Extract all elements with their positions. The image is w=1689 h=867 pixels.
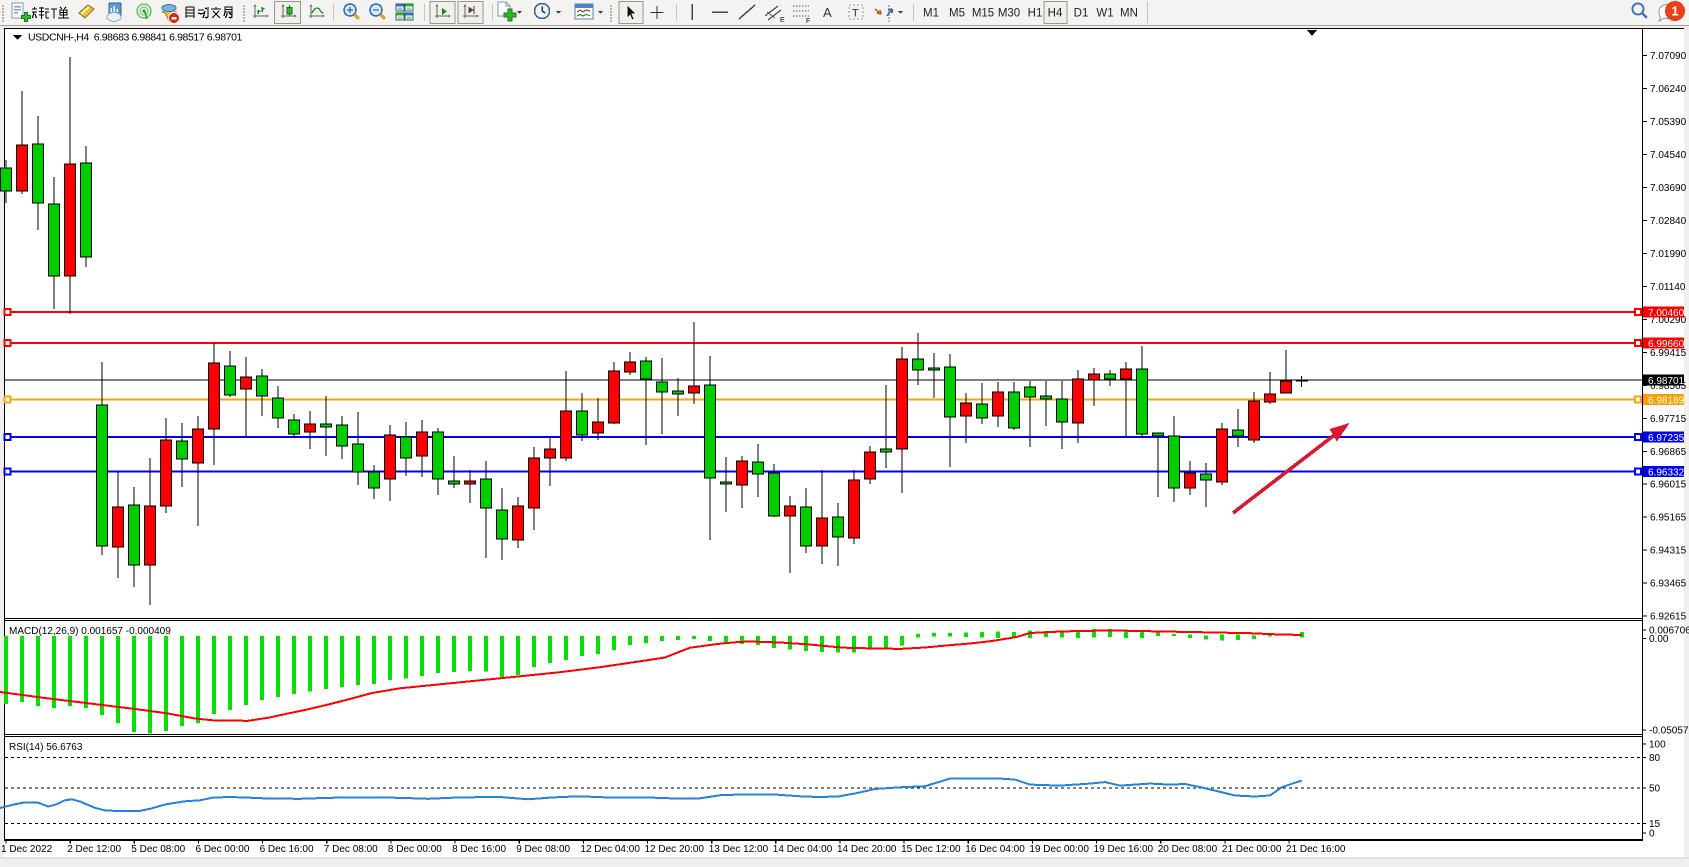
svg-text:7.04540: 7.04540 — [1650, 150, 1687, 161]
svg-text:MACD(12,26,9) 0.001657 -0.0004: MACD(12,26,9) 0.001657 -0.000409 — [9, 626, 171, 637]
svg-text:14 Dec 20:00: 14 Dec 20:00 — [837, 844, 897, 855]
svg-text:7.02840: 7.02840 — [1650, 216, 1687, 227]
svg-text:E: E — [780, 17, 785, 24]
svg-text:6.99415: 6.99415 — [1650, 348, 1687, 359]
svg-text:1 Dec 2022: 1 Dec 2022 — [1, 844, 53, 855]
svg-text:M5: M5 — [949, 8, 965, 20]
svg-text:7.01140: 7.01140 — [1650, 282, 1686, 293]
svg-text:14 Dec 04:00: 14 Dec 04:00 — [773, 844, 833, 855]
svg-text:8 Dec 00:00: 8 Dec 00:00 — [388, 844, 442, 855]
svg-text:MN: MN — [1120, 8, 1138, 20]
svg-text:20 Dec 08:00: 20 Dec 08:00 — [1158, 844, 1218, 855]
svg-text:7.05390: 7.05390 — [1650, 117, 1687, 128]
svg-text:6.97715: 6.97715 — [1650, 414, 1687, 425]
svg-text:21 Dec 16:00: 21 Dec 16:00 — [1286, 844, 1346, 855]
svg-text:7.03690: 7.03690 — [1650, 183, 1687, 194]
svg-text:5 Dec 08:00: 5 Dec 08:00 — [131, 844, 185, 855]
svg-text:19 Dec 16:00: 19 Dec 16:00 — [1094, 844, 1154, 855]
svg-text:13 Dec 12:00: 13 Dec 12:00 — [709, 844, 769, 855]
svg-text:6.93465: 6.93465 — [1650, 579, 1687, 590]
svg-text:80: 80 — [1649, 753, 1661, 764]
svg-text:6 Dec 16:00: 6 Dec 16:00 — [260, 844, 314, 855]
svg-text:21 Dec 00:00: 21 Dec 00:00 — [1222, 844, 1282, 855]
svg-text:12 Dec 20:00: 12 Dec 20:00 — [645, 844, 705, 855]
svg-text:F: F — [806, 18, 810, 25]
svg-text:6.98189: 6.98189 — [1648, 395, 1685, 406]
svg-text:7 Dec 08:00: 7 Dec 08:00 — [324, 844, 378, 855]
svg-text:15 Dec 12:00: 15 Dec 12:00 — [901, 844, 961, 855]
svg-text:6.99660: 6.99660 — [1648, 339, 1685, 350]
svg-text:H1: H1 — [1028, 8, 1043, 20]
svg-text:6.98701: 6.98701 — [1648, 376, 1685, 387]
svg-text:USDCNH-,H4 6.98683 6.98841 6.: USDCNH-,H4 6.98683 6.98841 6.98517 6.987… — [28, 32, 243, 44]
svg-text:0.00: 0.00 — [1649, 634, 1669, 645]
svg-text:M15: M15 — [972, 8, 994, 20]
svg-text:0.006706: 0.006706 — [1649, 626, 1689, 637]
svg-text:1: 1 — [1671, 4, 1678, 19]
svg-text:M1: M1 — [923, 8, 939, 20]
svg-text:7.00460: 7.00460 — [1648, 308, 1685, 319]
svg-text:0: 0 — [1649, 829, 1655, 840]
svg-text:7.01990: 7.01990 — [1650, 249, 1687, 260]
svg-text:6.97235: 6.97235 — [1648, 433, 1685, 444]
svg-text:19 Dec 00:00: 19 Dec 00:00 — [1029, 844, 1089, 855]
svg-text:6 Dec 00:00: 6 Dec 00:00 — [196, 844, 250, 855]
svg-text:6.96865: 6.96865 — [1650, 447, 1687, 458]
svg-text:16 Dec 04:00: 16 Dec 04:00 — [965, 844, 1025, 855]
svg-text:W1: W1 — [1096, 8, 1113, 20]
svg-text:A: A — [823, 5, 832, 20]
svg-text:12 Dec 04:00: 12 Dec 04:00 — [580, 844, 640, 855]
svg-text:RSI(14) 56.6763: RSI(14) 56.6763 — [9, 742, 83, 753]
svg-text:15: 15 — [1649, 819, 1661, 830]
svg-text:-0.050575: -0.050575 — [1649, 725, 1689, 736]
svg-text:100: 100 — [1649, 740, 1666, 751]
svg-text:9 Dec 08:00: 9 Dec 08:00 — [516, 844, 570, 855]
svg-text:M30: M30 — [998, 8, 1020, 20]
svg-text:T: T — [852, 8, 859, 20]
svg-text:7.07090: 7.07090 — [1650, 51, 1687, 62]
svg-text:50: 50 — [1649, 783, 1661, 794]
svg-text:6.98565: 6.98565 — [1650, 381, 1687, 392]
svg-text:7.00290: 7.00290 — [1650, 315, 1687, 326]
svg-text:6.94315: 6.94315 — [1650, 546, 1687, 557]
svg-text:6.92615: 6.92615 — [1650, 612, 1687, 623]
svg-text:D1: D1 — [1074, 8, 1089, 20]
svg-text:H4: H4 — [1048, 8, 1063, 20]
svg-text:6.95165: 6.95165 — [1650, 513, 1687, 524]
svg-text:2 Dec 12:00: 2 Dec 12:00 — [67, 844, 121, 855]
svg-text:8 Dec 16:00: 8 Dec 16:00 — [452, 844, 506, 855]
svg-text:6.96015: 6.96015 — [1650, 480, 1687, 491]
svg-text:7.06240: 7.06240 — [1650, 84, 1687, 95]
svg-text:6.96332: 6.96332 — [1648, 467, 1685, 478]
